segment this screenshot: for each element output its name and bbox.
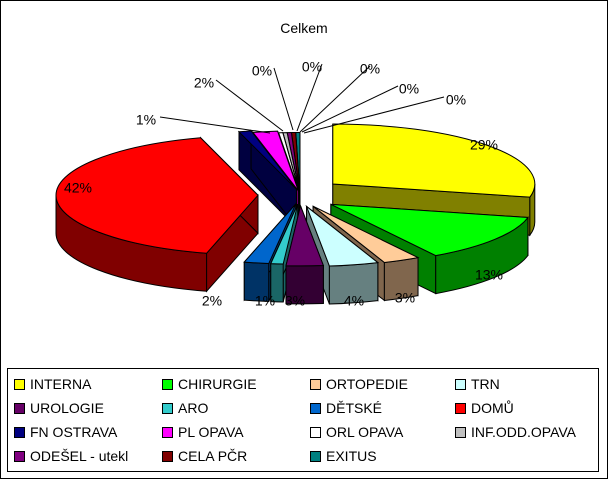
legend-item-exitus: EXITUS <box>310 446 377 466</box>
leader-line-orl-opava <box>273 67 294 131</box>
slice-domu <box>55 136 259 293</box>
legend-swatch <box>310 402 321 414</box>
leader-line-pl-opava <box>215 79 284 132</box>
legend-label: TRN <box>471 376 500 392</box>
data-label-ortopedie: 3% <box>395 290 415 306</box>
legend-item-inf-odd-opava: INF.ODD.OPAVA <box>455 422 576 442</box>
data-label-exitus: 0% <box>446 92 466 108</box>
legend-label: ODEŠEL - utekl <box>30 448 129 464</box>
legend-swatch <box>14 450 25 462</box>
legend-swatch <box>455 402 466 414</box>
leader-line-inf-odd-opava <box>296 63 323 132</box>
legend-label: PL OPAVA <box>178 424 244 440</box>
legend-item-interna: INTERNA <box>14 374 91 394</box>
legend-item-chirurgie: CHIRURGIE <box>162 374 257 394</box>
leader-line-fn-ostrava <box>159 116 271 134</box>
legend-label: FN OSTRAVA <box>30 424 118 440</box>
legend-item-fn-ostrava: FN OSTRAVA <box>14 422 117 442</box>
data-label-detske: 2% <box>202 293 222 309</box>
legend-swatch <box>310 450 321 462</box>
legend-item-domu: DOMŮ <box>455 398 514 418</box>
legend-swatch <box>162 426 173 438</box>
legend-item-urologie: UROLOGIE <box>14 398 104 418</box>
legend-label: DOMŮ <box>471 400 514 416</box>
chart-title: Celkem <box>280 20 327 36</box>
data-label-fn-ostrava: 1% <box>136 112 156 128</box>
leader-line-cela-pcr <box>301 85 399 133</box>
legend-item-odesel-utekl: ODEŠEL - utekl <box>14 446 128 466</box>
legend-item-aro: ARO <box>162 398 208 418</box>
legend: INTERNA CHIRURGIE ORTOPEDIE TRN UROLOGIE ARO D… <box>7 368 599 472</box>
data-label-aro: 1% <box>255 293 275 309</box>
legend-item-trn: TRN <box>455 374 500 394</box>
legend-label: CHIRURGIE <box>178 376 257 392</box>
data-label-urologie: 3% <box>285 293 305 309</box>
legend-label: UROLOGIE <box>30 400 104 416</box>
legend-swatch <box>310 426 321 438</box>
legend-item-cela-pcr: CELA PČR <box>162 446 247 466</box>
data-label-inf-odd-opava: 0% <box>302 59 322 75</box>
legend-swatch <box>14 378 25 390</box>
legend-swatch <box>455 378 466 390</box>
slice-fn-ostrava <box>237 129 297 229</box>
legend-label: ORTOPEDIE <box>326 376 408 392</box>
legend-label: INTERNA <box>30 376 92 392</box>
legend-label: CELA PČR <box>178 448 248 464</box>
slice-urologie <box>285 204 325 305</box>
data-label-trn: 4% <box>344 293 364 309</box>
data-labels: 29% 13% 3% 4% 3% 1% 2% 42% 1% 2% 0% 0% 0% 0% 0% <box>64 59 503 309</box>
legend-item-detske: DĚTSKÉ <box>310 398 382 418</box>
legend-label: ARO <box>178 400 209 416</box>
legend-item-orl-opava: ORL OPAVA <box>310 422 403 442</box>
legend-label: EXITUS <box>326 448 377 464</box>
legend-swatch <box>310 378 321 390</box>
legend-item-ortopedie: ORTOPEDIE <box>310 374 408 394</box>
legend-item-pl-opava: PL OPAVA <box>162 422 244 442</box>
legend-swatch <box>14 426 25 438</box>
legend-label: ORL OPAVA <box>326 424 404 440</box>
legend-swatch <box>14 402 25 414</box>
legend-swatch <box>162 378 173 390</box>
slice-sides <box>55 123 536 305</box>
data-label-orl-opava: 0% <box>252 63 272 79</box>
data-label-domu: 42% <box>64 180 92 196</box>
data-label-chirurgie: 13% <box>475 267 503 283</box>
data-label-interna: 29% <box>470 137 498 153</box>
data-label-odesel-utekl: 0% <box>360 61 380 77</box>
legend-label: DĚTSKÉ <box>326 400 383 416</box>
leader-line-exitus <box>303 96 445 134</box>
data-label-pl-opava: 2% <box>194 75 214 91</box>
legend-swatch <box>455 426 466 438</box>
legend-swatch <box>162 402 173 414</box>
legend-label: INF.ODD.OPAVA <box>471 424 577 440</box>
leader-line-odesel-utekl <box>299 65 371 133</box>
data-label-cela-pcr: 0% <box>399 81 419 97</box>
legend-swatch <box>162 450 173 462</box>
